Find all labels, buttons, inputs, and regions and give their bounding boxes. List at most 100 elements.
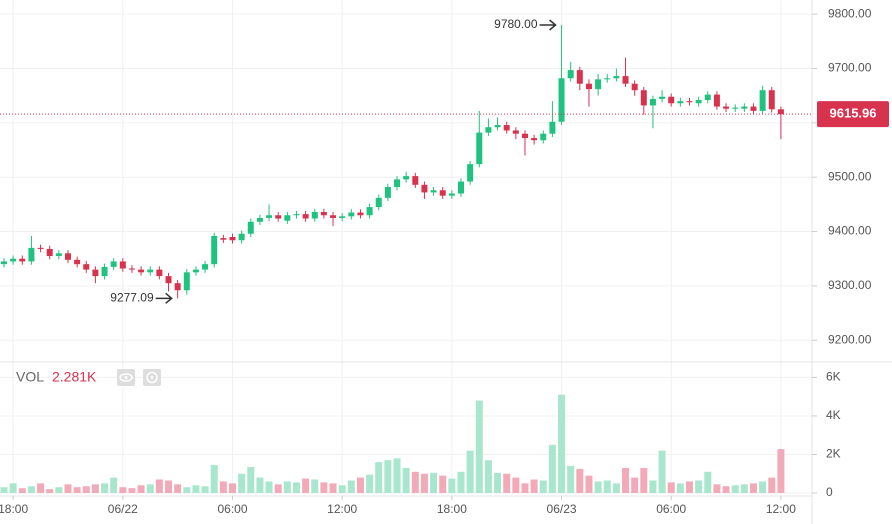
volume-bar bbox=[256, 477, 264, 493]
candle-body bbox=[567, 70, 574, 79]
candle-body bbox=[156, 269, 163, 277]
candle-body bbox=[549, 121, 556, 134]
volume-bar bbox=[292, 482, 300, 493]
volume-bar bbox=[430, 472, 438, 493]
volume-bar bbox=[174, 484, 182, 493]
volume-bar bbox=[0, 487, 8, 493]
candle-body bbox=[768, 90, 775, 110]
volume-bar bbox=[686, 481, 693, 493]
candle-body bbox=[713, 94, 720, 107]
volume-bar bbox=[183, 487, 191, 493]
volume-bar bbox=[768, 477, 776, 493]
candle-body bbox=[649, 98, 656, 106]
candle-body bbox=[138, 269, 145, 273]
volume-bar bbox=[73, 487, 81, 493]
candle-body bbox=[622, 76, 629, 84]
volume-bar bbox=[9, 483, 17, 493]
candle-body bbox=[576, 70, 583, 84]
candle-body bbox=[595, 79, 602, 90]
candle-body bbox=[302, 214, 309, 219]
x-tick-label: 06/22 bbox=[108, 502, 138, 516]
candle-body bbox=[92, 269, 99, 277]
volume-bar bbox=[219, 481, 227, 493]
y-tick-label: 9500.00 bbox=[828, 169, 872, 183]
annotation-arrow bbox=[155, 292, 173, 304]
y-tick-label: 9400.00 bbox=[828, 224, 872, 238]
y-tick-label: 6K bbox=[826, 370, 841, 384]
volume-bar bbox=[667, 482, 675, 493]
candle-body bbox=[421, 184, 428, 193]
x-tick-label: 06:00 bbox=[656, 502, 686, 516]
candle-body bbox=[430, 190, 437, 193]
candle-body bbox=[339, 216, 346, 218]
x-tick-label: 12:00 bbox=[766, 502, 796, 516]
candle-body bbox=[19, 258, 26, 262]
annotation-label: 9780.00 bbox=[494, 17, 538, 31]
settings-icon[interactable] bbox=[143, 369, 161, 386]
volume-bar bbox=[612, 483, 620, 493]
volume-bar bbox=[530, 479, 538, 493]
volume-bar bbox=[238, 473, 246, 493]
candle-body bbox=[64, 253, 71, 260]
eye-icon[interactable] bbox=[117, 369, 135, 386]
candle-body bbox=[119, 261, 126, 269]
grid bbox=[0, 0, 812, 496]
volume-bar bbox=[695, 480, 703, 493]
candle-body bbox=[686, 101, 693, 103]
volume-bar bbox=[503, 473, 511, 493]
y-tick-label: 0 bbox=[826, 485, 833, 499]
volume-bar bbox=[274, 484, 282, 493]
y-tick-label: 2K bbox=[826, 447, 841, 461]
candle-body bbox=[330, 215, 337, 218]
volume-bar bbox=[649, 480, 657, 493]
x-tick-label: 18:00 bbox=[437, 502, 467, 516]
candle-body bbox=[668, 96, 675, 104]
volume-bar bbox=[539, 480, 547, 493]
candle-body bbox=[211, 235, 218, 265]
x-tick-label: 12:00 bbox=[327, 502, 357, 516]
candle-body bbox=[531, 138, 538, 141]
volume-bar bbox=[713, 484, 721, 493]
candle-body bbox=[238, 233, 245, 241]
candle-body bbox=[759, 90, 766, 111]
candle-body bbox=[732, 107, 739, 109]
volume-bar bbox=[603, 480, 611, 493]
candle-body bbox=[311, 211, 318, 219]
volume-bar bbox=[201, 486, 209, 493]
candle-body bbox=[28, 247, 35, 262]
volume-bar bbox=[439, 475, 447, 493]
volume-bar bbox=[82, 486, 90, 493]
volume-bar bbox=[521, 483, 529, 493]
candle-body bbox=[704, 94, 711, 101]
candle-body bbox=[403, 176, 410, 180]
volume-bar bbox=[155, 479, 163, 493]
candle-body bbox=[777, 109, 784, 115]
candle-body bbox=[741, 106, 748, 109]
candle-body bbox=[585, 83, 592, 90]
candle-body bbox=[503, 125, 510, 131]
volume-bar bbox=[329, 483, 337, 493]
candle-body bbox=[256, 217, 263, 222]
y-tick-label: 9200.00 bbox=[828, 332, 872, 346]
volume-bar bbox=[137, 485, 145, 493]
candle-body bbox=[640, 90, 647, 106]
candle-body bbox=[723, 106, 730, 109]
candle-body bbox=[750, 106, 757, 111]
candle-body bbox=[695, 100, 702, 104]
candle-body bbox=[604, 78, 611, 80]
volume-bar bbox=[448, 478, 456, 493]
y-tick-label: 9700.00 bbox=[828, 61, 872, 75]
candle-body bbox=[485, 127, 492, 133]
annotation-arrow bbox=[539, 19, 557, 31]
candle-body bbox=[476, 132, 483, 165]
volume-bar bbox=[347, 480, 355, 493]
y-tick-label: 9300.00 bbox=[828, 278, 872, 292]
candle-body bbox=[247, 221, 254, 234]
volume-bar bbox=[484, 460, 492, 493]
candle-body bbox=[74, 259, 81, 265]
volume-bar bbox=[731, 485, 739, 493]
volume-bar bbox=[420, 473, 428, 493]
candle-body bbox=[458, 181, 464, 194]
volume-bar bbox=[356, 477, 364, 493]
volume-bar bbox=[393, 458, 401, 493]
